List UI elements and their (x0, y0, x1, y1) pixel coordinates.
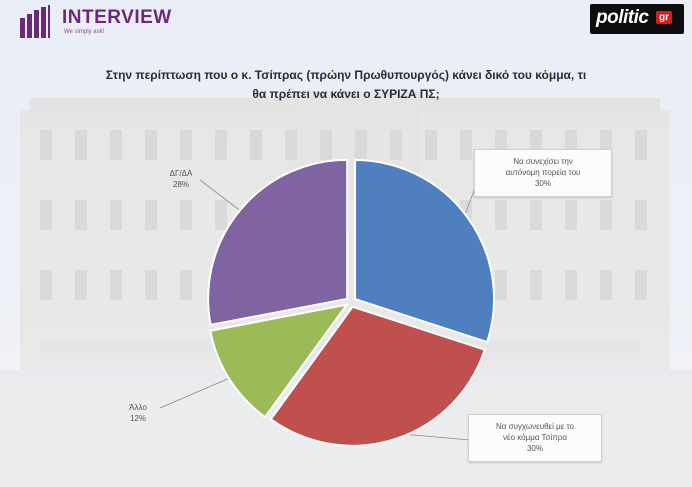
slice-1-label-line: Να συνεχίσει την (513, 157, 573, 166)
callout-slice-4: ΔΓ/ΔΑ 28% (160, 168, 202, 190)
callout-slice-3: Άλλο 12% (118, 402, 158, 424)
interview-brand-mark-icon (20, 5, 50, 38)
brand-tagline: We simply ask! (64, 29, 105, 35)
slice-2-label-line: νέο κόμμα Τσίπρα (503, 433, 567, 443)
politic-logo-suffix: gr (656, 11, 672, 24)
slice-4-value: 28% (172, 180, 189, 190)
politic-gr-logo: politic gr (590, 4, 684, 34)
pie-slice-1 (354, 159, 495, 344)
callout-slice-1: Να συνεχίσει την αυτόνομη πορεία του 30% (474, 149, 612, 197)
leader-line-3 (159, 375, 235, 409)
pie-slices (207, 158, 495, 447)
callout-slice-2: Να συγχωνευθεί με το νέο κόμμα Τσίπρα 30… (468, 414, 602, 462)
slice-3-value: 12% (129, 414, 146, 424)
slice-2-value: 30% (526, 444, 543, 454)
interview-logo: INTERVIEW We simply ask! (18, 4, 188, 44)
chart-title-line: θα πρέπει να κάνει ο ΣΥΡΙΖΑ ΠΣ; (252, 87, 440, 102)
slice-2-label-line: Να συγχωνευθεί με το (495, 422, 575, 431)
slice-4-label-line: ΔΓ/ΔΑ (169, 169, 193, 178)
leader-line-4 (199, 179, 245, 215)
politic-logo-text: politic (596, 7, 649, 28)
pie-slice-2 (269, 305, 487, 447)
slice-1-value: 30% (534, 179, 551, 189)
pie-slice-3 (209, 303, 350, 419)
slice-3-label-line: Άλλο (129, 403, 147, 412)
chart-title: Στην περίπτωση που ο κ. Τσίπρας (πρώην Π… (60, 66, 632, 104)
brand-name: INTERVIEW (62, 7, 172, 28)
pie-slice-4 (207, 158, 349, 327)
slice-1-label-line: αυτόνομη πορεία του (505, 168, 581, 178)
chart-title-line: Στην περίπτωση που ο κ. Τσίπρας (πρώην Π… (105, 68, 587, 82)
